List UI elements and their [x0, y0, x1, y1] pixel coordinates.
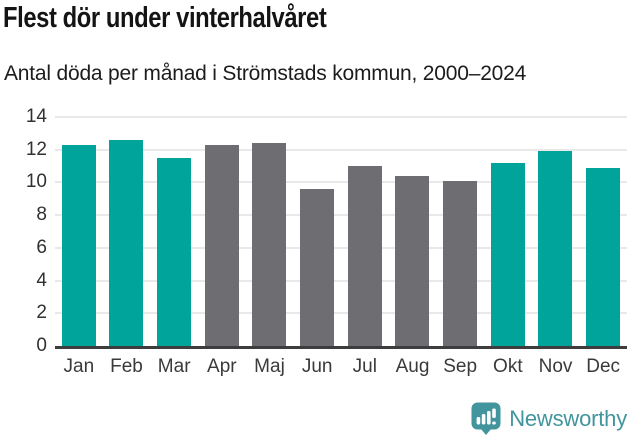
chart-subtitle: Antal döda per månad i Strömstads kommun…: [4, 62, 527, 85]
bar-apr: [204, 144, 239, 346]
x-tick-label-dec: Dec: [586, 356, 621, 377]
gridline-12: [55, 148, 627, 151]
gridline-6: [55, 246, 627, 249]
gridline-14: [55, 116, 627, 118]
y-tick-label-6: 6: [36, 236, 47, 258]
y-tick-label-14: 14: [25, 106, 47, 127]
x-tick-label-sep: Sep: [443, 356, 478, 377]
y-tick-label-0: 0: [36, 335, 47, 356]
gridline-8: [55, 214, 627, 217]
x-tick-label-jun: Jun: [301, 356, 333, 377]
gridline-10: [55, 181, 627, 184]
bars-container: [55, 117, 627, 346]
mini-bar-chart-glyph: [476, 408, 496, 425]
x-tick-label-maj: Maj: [254, 356, 285, 377]
bar-aug: [395, 175, 430, 346]
bar-feb: [109, 139, 144, 346]
x-tick-label-jan: Jan: [63, 356, 95, 377]
bar-jan: [61, 144, 96, 346]
bar-jul: [347, 166, 382, 346]
x-tick-label-mar: Mar: [157, 356, 191, 377]
bar-sep: [443, 180, 478, 346]
y-tick-label-2: 2: [36, 302, 47, 324]
y-tick-label-12: 12: [25, 138, 47, 160]
newsworthy-logo-icon: [471, 402, 501, 435]
x-axis-line: [55, 346, 627, 349]
x-tick-label-jul: Jul: [352, 356, 377, 377]
x-tick-label-feb: Feb: [110, 356, 143, 377]
plot-area: [55, 116, 627, 349]
chart-title: Flest dör under vinterhalvåret: [3, 2, 327, 34]
bar-mar: [157, 157, 192, 346]
y-tick-label-10: 10: [25, 171, 47, 193]
y-axis-labels: 0 2 4 6 8 10 12 14: [0, 106, 47, 356]
speech-bubble-shape: [471, 402, 501, 435]
bar-maj: [252, 143, 287, 346]
gridline-4: [55, 279, 627, 282]
brand-name: Newsworthy: [509, 405, 627, 431]
x-tick-label-okt: Okt: [493, 356, 523, 377]
bar-okt: [490, 162, 525, 346]
bar-dec: [586, 167, 621, 346]
x-tick-label-aug: Aug: [395, 356, 430, 377]
bar-jun: [300, 189, 335, 346]
x-axis-labels: Jan Feb Mar Apr Maj Jun Jul Aug Sep Okt Nov Dec: [55, 356, 627, 378]
y-tick-label-4: 4: [36, 269, 47, 291]
brand-footer: Newsworthy: [471, 402, 627, 435]
x-tick-label-apr: Apr: [207, 356, 237, 377]
gridline-2: [55, 312, 627, 315]
y-tick-label-8: 8: [36, 204, 47, 226]
bar-nov: [538, 151, 573, 346]
x-tick-label-nov: Nov: [538, 356, 573, 377]
